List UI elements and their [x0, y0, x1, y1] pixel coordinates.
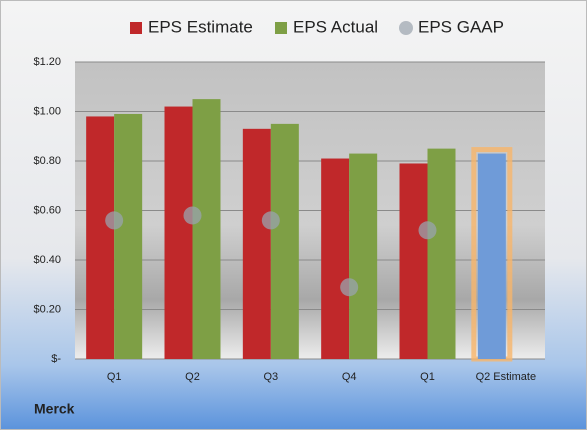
y-tick-label: $1.20: [33, 56, 61, 68]
bar: [270, 123, 299, 359]
bar: [86, 116, 115, 359]
bar: [349, 153, 378, 359]
legend-label: EPS Estimate: [148, 17, 253, 36]
legend-marker: [130, 22, 142, 34]
gaap-marker: [418, 221, 437, 240]
bar: [242, 128, 271, 359]
bar: [399, 163, 428, 359]
gaap-marker: [261, 211, 280, 230]
bar: [192, 99, 221, 359]
bar: [427, 148, 456, 359]
legend-marker: [399, 21, 413, 35]
x-tick-label: Q3: [263, 371, 278, 383]
y-tick-label: $0.40: [33, 254, 61, 266]
x-tick-label: Q1: [107, 371, 122, 383]
x-tick-label: Q2: [185, 371, 200, 383]
legend-label: EPS GAAP: [418, 17, 504, 36]
gaap-marker: [183, 206, 202, 225]
legend-marker: [275, 22, 287, 34]
bar: [114, 113, 143, 359]
x-tick-label: Q4: [342, 371, 357, 383]
gaap-marker: [340, 278, 359, 297]
y-tick-label: $0.80: [33, 155, 61, 167]
y-tick-label: $-: [51, 353, 61, 365]
gaap-marker: [105, 211, 124, 230]
x-tick-label: Q2 Estimate: [476, 371, 537, 383]
bar: [164, 106, 193, 359]
bar: [321, 158, 350, 359]
bar: [477, 153, 506, 359]
y-tick-label: $0.20: [33, 303, 61, 315]
y-tick-label: $0.60: [33, 204, 61, 216]
y-tick-label: $1.00: [33, 105, 61, 117]
x-tick-label: Q1: [420, 371, 435, 383]
chart-title: Merck: [34, 401, 75, 417]
legend-label: EPS Actual: [293, 17, 378, 36]
